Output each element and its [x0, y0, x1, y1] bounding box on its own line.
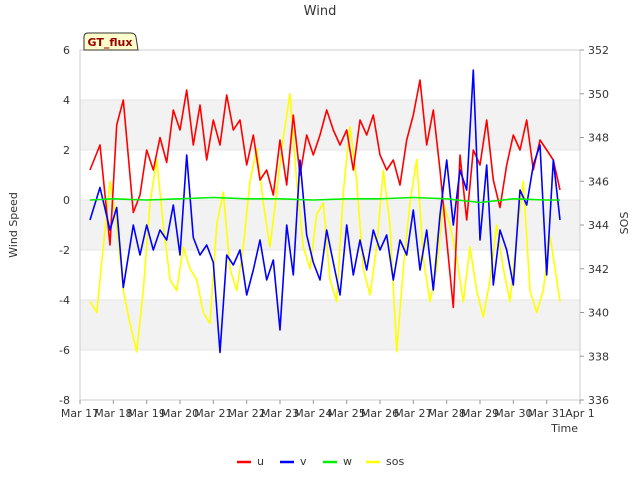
- x-tick-label: Mar 18: [94, 407, 132, 420]
- y-tick-label: 4: [63, 94, 70, 107]
- x-tick-label: Mar 22: [228, 407, 266, 420]
- x-axis-label: Time: [550, 422, 578, 435]
- y2-tick-label: 346: [588, 175, 609, 188]
- y-axis-ticks: 6 4 2 0 -2 -4 -6 -8: [59, 44, 70, 407]
- y2-tick-label: 352: [588, 44, 609, 57]
- gt-flux-badge: GT_flux: [83, 32, 139, 51]
- y2-tick-label: 342: [588, 263, 609, 276]
- y2-axis-ticks: 352 350 348 346 344 342 340 338 336: [580, 44, 609, 407]
- x-tick-label: Mar 23: [261, 407, 299, 420]
- chart-title: Wind: [304, 4, 337, 19]
- series-line-w: [89, 196, 560, 204]
- x-tick-label: Mar 28: [428, 407, 466, 420]
- y2-tick-label: 344: [588, 219, 609, 232]
- x-tick-label: Mar 17: [61, 407, 99, 420]
- y2-tick-label: 350: [588, 88, 609, 101]
- x-tick-label: Mar 26: [361, 407, 399, 420]
- x-tick-label: Mar 20: [161, 407, 199, 420]
- x-tick-label: Mar 25: [328, 407, 366, 420]
- legend-label-u: u: [257, 455, 264, 468]
- y2-tick-label: 338: [588, 350, 609, 363]
- y-tick-label: -4: [59, 294, 70, 307]
- x-tick-label: Mar 24: [294, 407, 332, 420]
- series-line-sos: [89, 93, 561, 353]
- x-tick-label: Mar 19: [128, 407, 166, 420]
- y-tick-label: 0: [63, 194, 70, 207]
- y-tick-label: -2: [59, 244, 70, 257]
- x-tick-label: Mar 29: [461, 407, 499, 420]
- legend-label-w: w: [343, 455, 352, 468]
- x-tick-label: Apr 1: [565, 407, 595, 420]
- y2-tick-label: 336: [588, 394, 609, 407]
- y-axis-label: Wind Speed: [7, 192, 20, 258]
- y2-tick-label: 348: [588, 132, 609, 145]
- gt-flux-badge-label: GT_flux: [88, 36, 133, 49]
- legend-label-v: v: [300, 455, 307, 468]
- legend: u v w sos: [237, 455, 404, 468]
- x-tick-label: Mar 30: [494, 407, 532, 420]
- y-tick-label: -8: [59, 394, 70, 407]
- y-tick-label: 6: [63, 44, 70, 57]
- x-tick-label: Mar 27: [394, 407, 432, 420]
- series-line-u: [89, 79, 561, 309]
- plot-area: [89, 69, 561, 354]
- y-tick-label: -6: [59, 344, 70, 357]
- y2-axis-label: SOS: [618, 212, 631, 235]
- x-tick-label: Mar 21: [194, 407, 232, 420]
- band-2: [80, 300, 580, 350]
- x-tick-label: Mar 31: [528, 407, 566, 420]
- y-tick-label: 2: [63, 144, 70, 157]
- legend-label-sos: sos: [386, 455, 404, 468]
- background-bands: [80, 100, 580, 350]
- band-0: [80, 100, 580, 150]
- y2-tick-label: 340: [588, 307, 609, 320]
